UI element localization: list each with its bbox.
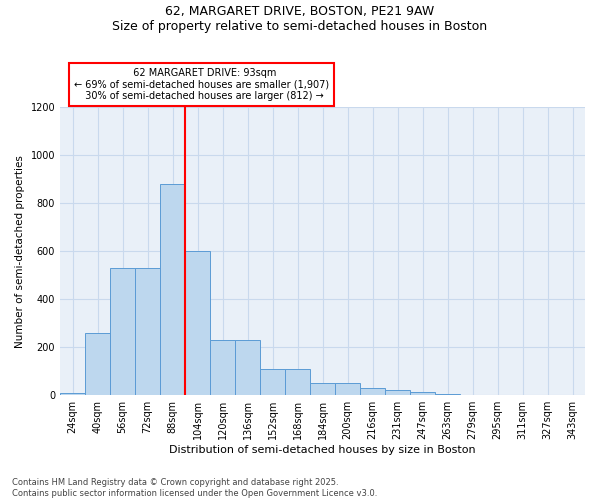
Bar [135, 268, 160, 395]
Bar [235, 340, 260, 395]
Bar [385, 390, 410, 395]
Bar [260, 369, 285, 395]
Bar [335, 383, 360, 395]
Bar [185, 251, 210, 395]
Text: Contains HM Land Registry data © Crown copyright and database right 2025.
Contai: Contains HM Land Registry data © Crown c… [12, 478, 377, 498]
Y-axis label: Number of semi-detached properties: Number of semi-detached properties [15, 154, 25, 348]
Text: 62, MARGARET DRIVE, BOSTON, PE21 9AW
Size of property relative to semi-detached : 62, MARGARET DRIVE, BOSTON, PE21 9AW Siz… [112, 5, 488, 33]
Bar [210, 340, 235, 395]
Bar [85, 333, 110, 395]
Bar [435, 394, 460, 395]
Bar [285, 369, 310, 395]
Bar [410, 392, 435, 395]
Bar [310, 383, 335, 395]
Bar [160, 184, 185, 395]
Text: 62 MARGARET DRIVE: 93sqm
← 69% of semi-detached houses are smaller (1,907)
  30%: 62 MARGARET DRIVE: 93sqm ← 69% of semi-d… [74, 68, 329, 101]
Bar [360, 388, 385, 395]
X-axis label: Distribution of semi-detached houses by size in Boston: Distribution of semi-detached houses by … [169, 445, 476, 455]
Bar [60, 393, 85, 395]
Bar [110, 268, 135, 395]
